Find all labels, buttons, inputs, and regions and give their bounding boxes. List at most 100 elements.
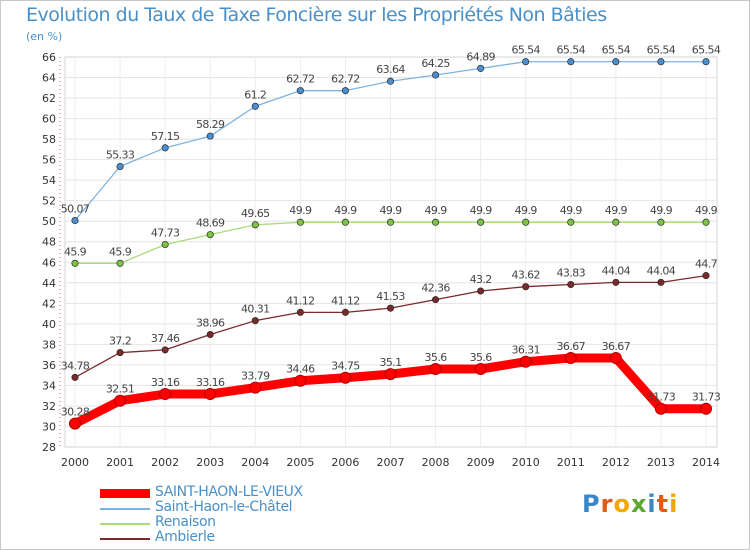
y-tick-label: 28 [42,441,56,454]
data-point [71,216,79,225]
data-label: 40.31 [241,303,270,316]
data-label: 65.54 [692,44,721,57]
data-point [384,368,397,381]
data-label: 30.28 [61,406,90,419]
data-label: 43.2 [470,273,492,286]
y-tick-label: 36 [42,359,56,372]
data-label: 65.54 [557,44,586,57]
data-point [432,296,440,304]
y-tick-label: 34 [42,379,56,392]
x-tick-label: 2005 [286,456,314,469]
data-point [341,87,349,95]
legend-label: Renaison [155,514,216,530]
data-point [161,346,169,354]
x-tick-label: 2010 [512,456,540,469]
x-tick-label: 2014 [692,456,720,469]
x-tick-label: 2012 [602,456,630,469]
data-point [206,330,214,339]
data-label: 65.54 [602,44,631,57]
data-point [116,162,124,171]
legend-label: Ambierle [155,529,215,545]
data-point [567,280,575,289]
data-label: 33.16 [196,376,225,389]
data-point [341,308,349,316]
data-label: 45.9 [109,245,132,258]
data-label: 49.9 [379,204,402,217]
x-tick-label: 2001 [106,456,134,469]
data-point [702,58,710,66]
logo-letter: P [582,490,601,518]
y-tick-label: 40 [42,318,56,331]
data-label: 33.79 [241,370,270,383]
data-label: 49.9 [470,204,493,217]
data-point [161,240,169,249]
data-label: 47.73 [151,227,180,240]
legend-swatch [100,523,150,525]
data-point [296,87,304,95]
data-point [519,355,532,368]
data-point [474,363,487,375]
data-label: 45.9 [64,245,87,258]
data-label: 43.62 [511,269,540,282]
y-tick-label: 52 [42,195,56,208]
y-tick-label: 50 [42,215,56,228]
data-label: 49.9 [650,204,673,217]
x-tick-label: 2000 [61,456,89,469]
data-point [71,259,79,267]
data-point [657,278,665,286]
data-point [477,287,485,295]
data-point [612,218,620,226]
logo-letter: i [669,490,679,518]
data-label: 42.36 [421,282,450,295]
logo-letter: o [613,490,631,518]
logo-letter: i [647,490,657,518]
data-label: 41.53 [376,290,405,303]
data-label: 37.2 [109,335,131,348]
data-label: 57.15 [151,130,180,143]
data-point [296,218,304,226]
logo-letter: t [656,490,670,518]
data-label: 37.46 [151,332,180,345]
data-point [114,394,127,407]
data-label: 43.83 [557,267,586,280]
data-label: 44.04 [647,264,676,277]
data-point [159,388,172,401]
data-point [251,102,259,110]
data-point [702,272,710,280]
data-label: 55.33 [106,149,135,162]
data-point [116,259,124,267]
y-tick-label: 62 [42,92,56,105]
data-label: 49.9 [515,204,538,217]
data-label: 64.25 [421,57,450,70]
data-point [477,218,485,226]
data-point [116,349,124,357]
data-label: 31.73 [692,391,721,404]
y-tick-label: 58 [42,133,56,146]
data-point [341,218,349,226]
data-label: 58.29 [196,118,225,131]
data-label: 49.9 [605,204,628,217]
x-tick-label: 2009 [467,456,495,469]
y-tick-label: 38 [42,338,56,351]
data-label: 44.04 [602,264,631,277]
data-point [522,283,530,291]
logo-letter: x [630,490,648,518]
y-tick-label: 30 [42,420,56,433]
data-point [251,221,259,229]
logo-letter: r [600,490,614,518]
data-point [71,373,79,381]
x-tick-label: 2011 [557,456,585,469]
data-label: 62.72 [286,73,315,86]
data-label: 49.9 [289,204,312,217]
data-point [386,218,395,226]
legend-swatch [100,538,150,540]
data-label: 44.7 [695,258,718,271]
data-point [612,278,620,286]
data-label: 49.9 [560,204,583,217]
chart-title: Evolution du Taux de Taxe Foncière sur l… [26,4,607,26]
data-point [206,231,214,239]
y-tick-label: 66 [42,51,56,64]
data-label: 34.78 [61,359,90,372]
y-tick-label: 32 [42,400,56,413]
data-point [429,363,442,375]
